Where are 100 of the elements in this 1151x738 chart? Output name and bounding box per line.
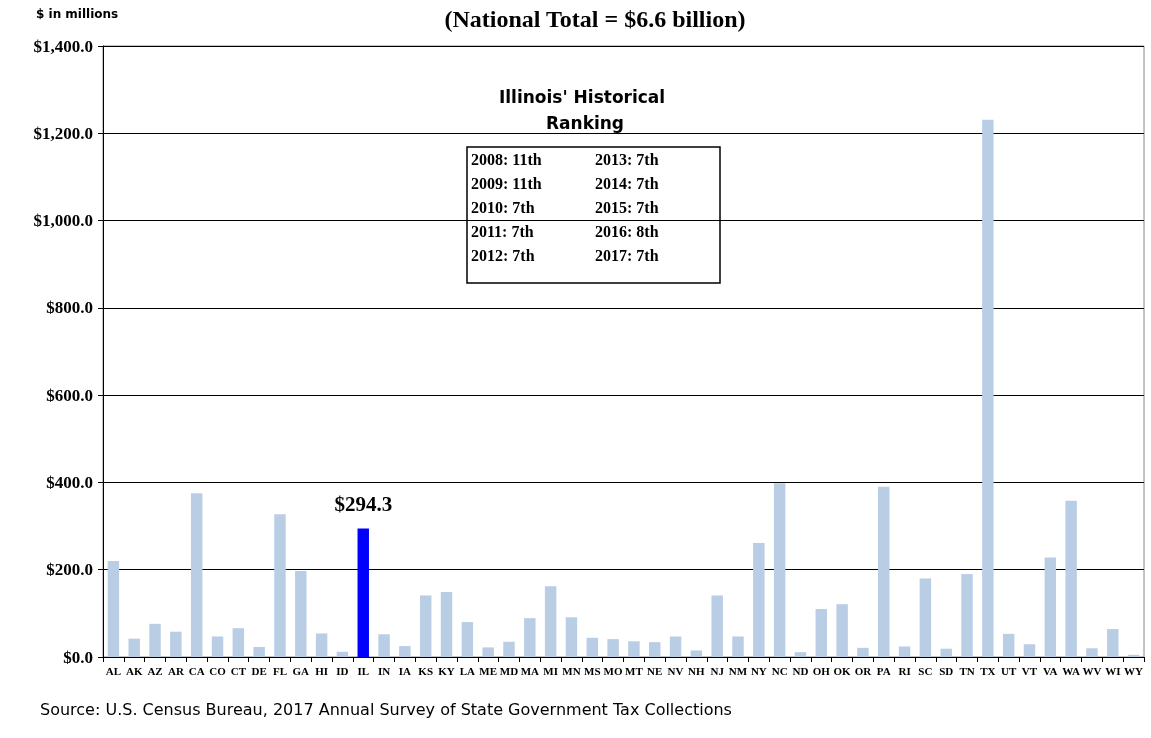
- annotation: 2015: 7th: [595, 198, 659, 216]
- y-tick-label: $400.0: [46, 472, 93, 492]
- bar: [190, 493, 203, 657]
- data-label: $294.3: [334, 492, 393, 517]
- bar: [211, 636, 224, 657]
- x-tick-label: ID: [336, 664, 349, 677]
- bar: [440, 591, 453, 657]
- y-tick-label: $800.0: [46, 298, 93, 318]
- x-tick-label: AL: [105, 664, 122, 677]
- bar: [128, 638, 140, 657]
- annotation: 2017: 7th: [595, 246, 659, 264]
- bar: [1107, 629, 1119, 657]
- x-tick-label: WY: [1124, 664, 1144, 677]
- x-tick-label: MN: [562, 664, 581, 677]
- x-tick-label: OK: [833, 664, 852, 677]
- bar: [544, 586, 557, 657]
- bar: [732, 636, 744, 657]
- annotation: 2014: 7th: [595, 174, 659, 192]
- bar: [482, 647, 494, 657]
- bar: [815, 608, 828, 657]
- x-tick-label: FL: [272, 664, 287, 677]
- bar: [628, 641, 640, 657]
- x-tick-label: MT: [625, 664, 644, 677]
- bar: [503, 641, 515, 657]
- annotation: Illinois' Historical Ranking: [498, 87, 672, 133]
- bar: [773, 483, 786, 657]
- x-tick-label: VA: [1043, 664, 1058, 677]
- x-tick-label: IL: [357, 664, 370, 677]
- x-tick-label: WV: [1082, 664, 1102, 677]
- x-tick-label: DE: [251, 664, 267, 677]
- x-tick-label: TN: [959, 664, 975, 677]
- bar: [399, 646, 411, 657]
- x-tick-label: CT: [230, 664, 247, 677]
- x-tick-label: KY: [438, 664, 455, 677]
- annotation: 2016: 8th: [595, 222, 659, 240]
- bar: [961, 574, 973, 657]
- annotation: 2012: 7th: [471, 246, 535, 264]
- x-tick-label: VT: [1021, 664, 1038, 677]
- bar: [461, 622, 474, 657]
- bar: [565, 617, 578, 657]
- x-tick-label: KS: [418, 664, 434, 677]
- x-tick-label: SD: [939, 664, 954, 677]
- x-tick-label: AR: [167, 664, 185, 677]
- bar: [940, 648, 952, 657]
- bar: [607, 639, 619, 657]
- x-tick-label: TX: [980, 664, 996, 677]
- bar: [690, 650, 703, 657]
- bar: [315, 633, 328, 657]
- x-tick-label: MI: [543, 664, 558, 677]
- bar: [1086, 648, 1098, 657]
- bar: [794, 652, 807, 657]
- bar: [253, 646, 265, 657]
- bar: [274, 514, 286, 657]
- x-tick-label: AK: [125, 664, 143, 677]
- x-tick-label: MO: [603, 664, 623, 677]
- bar: [232, 628, 245, 657]
- bar: [836, 604, 848, 657]
- x-tick-label: ME: [479, 664, 498, 677]
- bar: [649, 642, 661, 657]
- bar: [170, 631, 182, 657]
- x-tick-label: HI: [315, 664, 329, 677]
- bar: [1002, 633, 1015, 657]
- x-tick-label: OR: [854, 664, 873, 677]
- bar: [857, 647, 869, 657]
- bar: [378, 634, 390, 657]
- bar: [419, 595, 432, 657]
- bar: [149, 623, 161, 657]
- y-tick-label: $200.0: [46, 560, 93, 580]
- x-tick-label: NM: [728, 664, 748, 677]
- bar: [1044, 557, 1057, 657]
- bar: [1023, 644, 1036, 657]
- annotation: 2010: 7th: [471, 198, 535, 216]
- bar: [753, 543, 765, 657]
- y-tick-label: $1,400.0: [33, 36, 93, 56]
- bar: [982, 119, 994, 657]
- x-tick-label: SC: [918, 664, 933, 677]
- x-tick-label: NE: [647, 664, 663, 677]
- x-tick-label: WI: [1105, 664, 1121, 677]
- x-tick-label: NV: [667, 664, 684, 677]
- bar: [357, 528, 369, 657]
- x-tick-label: CO: [209, 664, 227, 677]
- x-tick-label: UT: [1001, 664, 1017, 677]
- annotation: 2013: 7th: [595, 150, 659, 168]
- bar: [919, 578, 932, 657]
- x-tick-label: NY: [750, 664, 767, 677]
- bar: [107, 560, 120, 657]
- x-tick-label: AZ: [147, 664, 163, 677]
- bar: [524, 618, 536, 657]
- chart-title: (National Total = $6.6 billion): [444, 6, 746, 32]
- x-tick-label: IN: [377, 664, 391, 677]
- x-tick-label: IA: [398, 664, 412, 677]
- bar: [878, 486, 890, 657]
- bar: [711, 595, 723, 657]
- bar: [336, 651, 349, 657]
- annotation: 2008: 11th: [471, 150, 542, 168]
- x-tick-label: OH: [812, 664, 831, 677]
- y-tick-label: $600.0: [46, 385, 93, 405]
- annotation: 2011: 7th: [471, 222, 534, 240]
- x-tick-label: NH: [688, 664, 706, 677]
- x-tick-label: GA: [292, 664, 310, 677]
